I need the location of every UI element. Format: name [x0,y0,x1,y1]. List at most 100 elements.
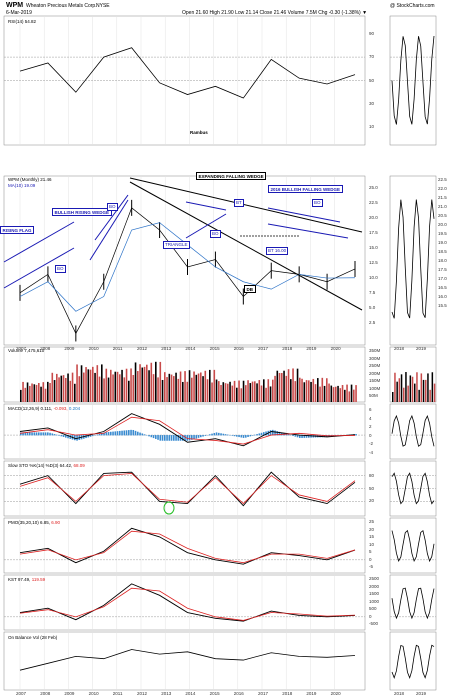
x-tick-top: 2007 [16,346,27,351]
macd-hist-bar [227,434,229,436]
macd-hist-bar [132,429,135,436]
macd-hist-bar [62,435,65,437]
volume-daily-bar [411,376,414,402]
macd-hist-bar [20,432,22,436]
annotation-bo-1: BO [55,265,66,273]
volume-bar [186,381,189,402]
volume-bar [254,381,256,402]
volume-bar [20,389,22,402]
volume-bar [346,384,348,402]
macd-hist-bar [101,433,103,436]
macd-hist-bar [258,433,261,436]
volume-bar [227,383,229,402]
volume-bar [305,380,308,402]
x-tick-daily-bottom: 2019 [416,691,427,696]
macd-hist-bar [112,431,114,436]
volume-bar [224,383,227,402]
volume-bar [206,379,209,402]
pmo-ytick: 20 [369,526,375,532]
macd-hist-bar [296,435,299,438]
volume-bar [319,386,321,402]
macd-hist-bar [202,435,204,437]
macd-hist-bar [310,435,312,438]
x-tick-top: 2011 [112,346,123,351]
price-ytick: 22.5 [369,200,378,205]
macd-hist-bar [287,434,290,436]
macd-hist-bar [197,435,200,438]
volume-bar [350,384,353,402]
volume-bar [247,380,249,402]
x-tick-bottom: 2016 [233,691,244,696]
volume-bar [67,373,69,402]
macd-hist-bar [254,434,256,436]
volume-bar [353,389,355,402]
volume-ytick: 100M [369,385,381,391]
volume-bar [105,368,108,402]
macd-hist-bar [184,435,186,441]
volume-bar [155,361,157,402]
volume-bar [272,379,274,402]
volume-daily-bar [409,375,412,402]
sto-k-line [19,471,356,507]
volume-bar [150,362,153,402]
macd-hist-bar [22,432,24,436]
volume-bar [332,387,335,402]
x-tick-top: 2009 [64,346,75,351]
kst-label: KST 97.49, 119.59 [8,577,45,583]
macd-hist-bar [125,430,128,436]
macd-hist-bar [238,435,240,438]
volume-bar [197,373,200,402]
rsi-ytick: 50 [369,77,375,83]
macd-hist-bar [119,430,121,436]
rsi-ytick: 10 [369,124,375,130]
pmo-ytick: 15 [369,534,375,539]
price-daily-ytick: 22.5 [438,177,447,182]
macd-hist-bar [49,432,51,436]
volume-bar [40,386,42,402]
macd-hist-bar [51,433,54,436]
x-tick-daily-top: 2019 [416,346,427,351]
x-tick-daily-bottom: 2018 [394,691,405,696]
volume-bar [236,387,238,402]
macd-hist-bar [240,435,243,438]
volume-bar [143,366,146,402]
x-tick-bottom: 2007 [16,691,27,696]
volume-bar [177,378,180,402]
volume-bar [233,380,236,402]
volume-bar [179,371,182,402]
price-ytick: 12.5 [369,260,378,265]
volume-daily-bar [407,385,409,402]
x-tick-top: 2015 [209,346,220,351]
annotation-bo-4: BO [312,199,323,207]
volume-bar [110,369,112,402]
macd-hist-bar [281,432,283,436]
volume-bar [290,379,292,402]
volume-bar [53,380,56,402]
macd-hist-bar [74,435,76,441]
volume-bar [339,388,342,402]
volume-bar [69,380,72,402]
volume-bar [119,374,121,402]
kst-ytick: 1000 [369,598,380,604]
volume-bar [71,372,74,402]
annotation-bullish-falling-wedge: 2016 BULLISH FALLING WEDGE [268,185,343,193]
obv-label: On Balance Vol (28 Feb) [8,635,58,640]
volume-bar [344,389,346,402]
copyright: @ StockCharts.com [390,3,435,9]
volume-bar [128,380,130,402]
macd-hist-bar [65,435,67,438]
x-tick-bottom: 2017 [258,691,269,696]
macd-ytick: -2 [369,441,374,446]
volume-bar [157,377,159,402]
volume-bar [24,387,27,402]
macd-hist-bar [87,435,90,438]
ticker-symbol: WPM [6,2,24,9]
volume-bar [22,381,24,402]
macd-hist-bar [242,435,245,438]
volume-bar [213,369,216,402]
volume-daily-bar [425,379,427,402]
price-ytick: 15.0 [369,245,378,250]
volume-bar [355,385,357,402]
volume-daily-bar [420,373,423,402]
